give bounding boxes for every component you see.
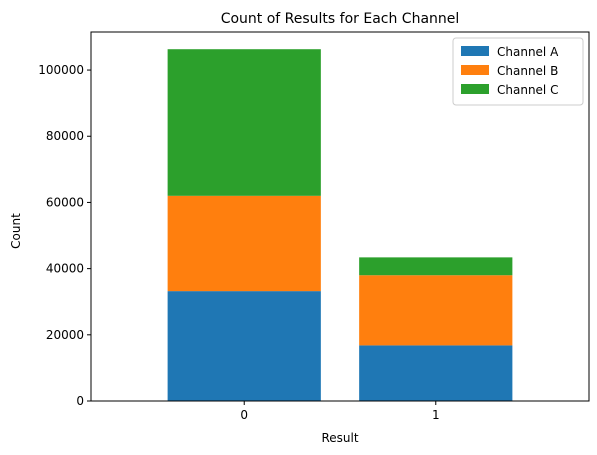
legend-label: Channel C <box>497 83 558 97</box>
y-tick-label: 60000 <box>46 195 84 209</box>
legend-swatch <box>461 65 489 75</box>
y-tick-label: 100000 <box>38 63 84 77</box>
y-tick-label: 40000 <box>46 262 84 276</box>
bar-channel-c-result-0 <box>167 49 321 196</box>
x-tick-label: 0 <box>240 408 248 422</box>
y-axis-label: Count <box>9 213 23 249</box>
axes-group: 0 20000 40000 60000 80000 100000 0 1 <box>38 31 590 422</box>
bar-channel-b-result-1 <box>359 275 513 346</box>
bars-group <box>167 49 513 401</box>
bar-channel-b-result-0 <box>167 195 321 292</box>
legend-label: Channel B <box>497 64 558 78</box>
y-tick-label: 80000 <box>46 129 84 143</box>
legend-swatch <box>461 46 489 56</box>
chart-title: Count of Results for Each Channel <box>221 11 460 27</box>
y-tick-label: 20000 <box>46 328 84 342</box>
plot-frame <box>90 31 590 402</box>
bar-channel-c-result-1 <box>359 257 513 276</box>
legend: Channel A Channel B Channel C <box>452 37 584 106</box>
legend-label: Channel A <box>497 45 559 59</box>
x-tick-label: 1 <box>432 408 440 422</box>
bar-channel-a-result-0 <box>167 291 321 401</box>
x-axis-label: Result <box>321 431 358 445</box>
bar-channel-a-result-1 <box>359 345 513 401</box>
legend-swatch <box>461 84 489 94</box>
y-tick-label: 0 <box>76 394 84 408</box>
